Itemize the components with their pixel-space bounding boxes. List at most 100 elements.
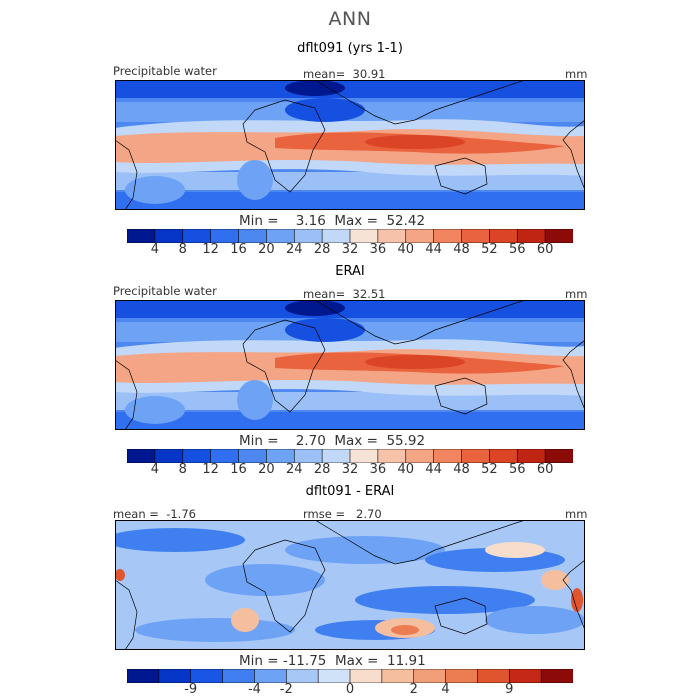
colorbar-0-swatch [266, 229, 296, 243]
colorbar-0-swatch [154, 229, 184, 243]
australia-coastline [434, 377, 488, 415]
map-negative-bias [485, 606, 585, 634]
colorbar-0-swatch [238, 229, 268, 243]
colorbar-0-swatch [544, 229, 573, 243]
colorbar-1-tick-label: 56 [508, 462, 526, 477]
colorbar-1-tick-label: 52 [481, 462, 498, 477]
map-positive-bias [115, 569, 125, 581]
map-dry-region [237, 380, 273, 420]
colorbar-1-swatch [377, 449, 407, 463]
colorbar-2-swatch [413, 669, 447, 683]
colorbar-1-tick-label: 24 [285, 462, 303, 477]
americas-coastline [562, 339, 585, 411]
colorbar-2-tick-label: 0 [345, 682, 355, 697]
colorbar-1-tick-label: 20 [258, 462, 275, 477]
panel-3-units: mm [565, 507, 588, 521]
panel-2-variable: Precipitable water [113, 284, 217, 298]
colorbar-0-swatch [461, 229, 491, 243]
colorbar-0-tick-label: 20 [258, 242, 275, 257]
panel-1-title: dflt091 (yrs 1-1) [297, 41, 403, 56]
map-positive-bias [391, 625, 419, 635]
colorbar-0-tick-label: 60 [536, 242, 554, 257]
colorbar-1-swatch [349, 449, 379, 463]
map-frame [115, 520, 585, 650]
map-positive-bias [571, 588, 583, 612]
colorbar-2-tick-label: 4 [441, 682, 450, 697]
colorbar-1-tick-label: 16 [230, 462, 247, 477]
colorbar-0-tick-label: 28 [313, 242, 331, 257]
colorbar-0-tick-label: 24 [285, 242, 303, 257]
south-america-coastline [115, 139, 138, 210]
colorbar-1-swatch [210, 449, 240, 463]
panel-3-map [115, 520, 585, 650]
panel-3-mean: mean = -1.76 [113, 507, 196, 521]
figure-title: ANN [328, 8, 372, 30]
map-band-north [115, 300, 585, 318]
colorbar-0-tick-label: 8 [178, 242, 187, 257]
map-dry-region [285, 80, 345, 96]
colorbar-0-swatch [489, 229, 519, 243]
colorbar-1-swatch [266, 449, 296, 463]
colorbar-0-swatch [405, 229, 435, 243]
map-dry-region [285, 98, 365, 122]
map-frame [115, 80, 585, 210]
colorbar-1-swatch [405, 449, 435, 463]
map-negative-bias [355, 586, 535, 614]
americas-coastline [562, 559, 585, 631]
colorbar-1-swatch [238, 449, 268, 463]
map-negative-bias [205, 564, 325, 596]
asia-coastline [314, 80, 526, 125]
map-dry-region [125, 176, 185, 204]
map-maximum [365, 135, 465, 149]
colorbar-1-tick-label: 32 [341, 462, 359, 477]
colorbar-2-swatch [381, 669, 415, 683]
panel-2-minmax: Min = 2.70 Max = 55.92 [239, 433, 426, 449]
colorbar-2-tick-label: -9 [184, 682, 198, 697]
map-band [115, 172, 585, 190]
asia-coastline [314, 300, 526, 345]
colorbar-1-tick-label: 48 [453, 462, 470, 477]
africa-coastline [242, 99, 326, 193]
colorbar-1-tick-label: 8 [178, 462, 187, 477]
colorbar-0-swatch [182, 229, 212, 243]
colorbar-2-swatch [508, 669, 542, 683]
map-frame [115, 300, 585, 430]
colorbar-2-swatch [540, 669, 573, 683]
colorbar-0-tick-label: 16 [230, 242, 247, 257]
colorbar-1-tick-label: 4 [150, 462, 160, 477]
map-negative-bias [135, 618, 295, 642]
colorbar-2-tick-label: 2 [409, 682, 418, 697]
colorbar-0-swatch [377, 229, 407, 243]
colorbar-0-swatch [210, 229, 240, 243]
south-america-coastline [115, 579, 138, 650]
colorbar-2-swatch [349, 669, 383, 683]
map-dry-region [237, 160, 273, 200]
colorbar-1-swatch [321, 449, 351, 463]
map-band [115, 392, 585, 410]
africa-coastline [242, 539, 326, 633]
map-band-south [115, 412, 585, 430]
colorbar-2-swatch [477, 669, 511, 683]
panel-2-title: ERAI [335, 264, 365, 279]
colorbar-0-tick-label: 40 [397, 242, 415, 257]
colorbar-0-tick-label: 4 [150, 242, 160, 257]
colorbar-2-swatch [285, 669, 319, 683]
panel-2-colorbar [127, 449, 573, 463]
colorbar-2-swatch [190, 669, 224, 683]
panel-3-colorbar [127, 669, 573, 683]
colorbar-0-swatch [127, 229, 156, 243]
map-band-north [115, 80, 585, 98]
colorbar-0-swatch [321, 229, 351, 243]
colorbar-2-tick-label: -2 [279, 682, 293, 697]
map-band-south [115, 192, 585, 210]
map-dry-region [125, 396, 185, 424]
colorbar-1-tick-label: 28 [313, 462, 331, 477]
panel-2-map [115, 300, 585, 430]
colorbar-0-swatch [349, 229, 379, 243]
colorbar-0-tick-label: 44 [425, 242, 442, 257]
colorbar-2-tick-label: -4 [247, 682, 261, 697]
colorbar-0-swatch [433, 229, 463, 243]
colorbar-0-tick-label: 52 [481, 242, 498, 257]
panel-1-mean: mean= 30.91 [303, 67, 386, 81]
colorbar-1-swatch [516, 449, 546, 463]
